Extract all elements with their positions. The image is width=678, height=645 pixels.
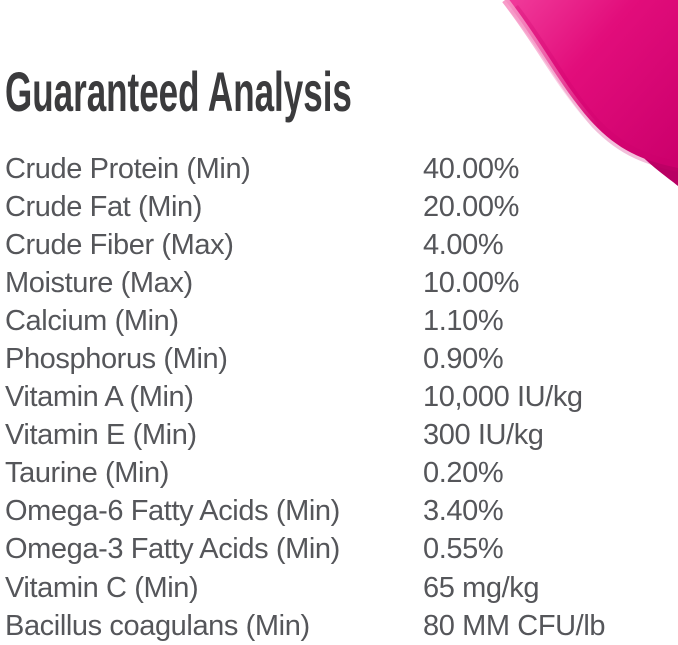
nutrient-label: Phosphorus (Min) bbox=[5, 343, 228, 376]
nutrient-value: 0.20% bbox=[423, 457, 504, 490]
nutrient-value: 3.40% bbox=[423, 495, 504, 528]
nutrient-label: Crude Fat (Min) bbox=[5, 190, 203, 223]
table-row: Taurine (Min) 0.20% bbox=[5, 455, 673, 493]
table-row: Calcium (Min) 1.10% bbox=[5, 302, 673, 340]
nutrient-label: Moisture (Max) bbox=[5, 266, 193, 299]
nutrient-value: 65 mg/kg bbox=[423, 571, 540, 604]
nutrient-value: 4.00% bbox=[423, 228, 504, 261]
nutrient-label: Taurine (Min) bbox=[5, 457, 170, 490]
table-row: Crude Fat (Min) 20.00% bbox=[5, 188, 673, 226]
nutrient-label: Vitamin A (Min) bbox=[5, 381, 194, 414]
table-row: Vitamin E (Min) 300 IU/kg bbox=[5, 417, 673, 455]
nutrient-value: 40.00% bbox=[423, 152, 519, 185]
table-row: Omega-6 Fatty Acids (Min) 3.40% bbox=[5, 493, 673, 531]
table-row: Crude Protein (Min) 40.00% bbox=[5, 150, 673, 188]
nutrient-value: 1.10% bbox=[423, 304, 504, 337]
nutrient-value: 20.00% bbox=[423, 190, 519, 223]
table-row: Crude Fiber (Max) 4.00% bbox=[5, 226, 673, 264]
swoosh-main-layer bbox=[505, 0, 678, 168]
nutrient-value: 0.55% bbox=[423, 533, 504, 566]
table-row: Bacillus coagulans (Min) 80 MM CFU/lb bbox=[5, 607, 673, 645]
nutrient-label: Crude Protein (Min) bbox=[5, 152, 251, 185]
swoosh-inner-shade bbox=[510, 4, 678, 172]
nutrient-value: 10,000 IU/kg bbox=[423, 381, 583, 414]
table-row: Vitamin C (Min) 65 mg/kg bbox=[5, 569, 673, 607]
nutrient-value: 0.90% bbox=[423, 343, 504, 376]
nutrient-value: 10.00% bbox=[423, 266, 519, 299]
analysis-table: Crude Protein (Min) 40.00% Crude Fat (Min)… bbox=[5, 150, 673, 645]
nutrient-label: Crude Fiber (Max) bbox=[5, 228, 234, 261]
nutrient-value: 300 IU/kg bbox=[423, 419, 544, 452]
nutrient-label: Vitamin E (Min) bbox=[5, 419, 197, 452]
nutrient-label: Bacillus coagulans (Min) bbox=[5, 609, 310, 642]
nutrient-label: Omega-3 Fatty Acids (Min) bbox=[5, 533, 340, 566]
table-row: Omega-3 Fatty Acids (Min) 0.55% bbox=[5, 531, 673, 569]
table-row: Phosphorus (Min) 0.90% bbox=[5, 340, 673, 378]
swoosh-edge-highlight bbox=[502, 0, 678, 172]
nutrient-label: Omega-6 Fatty Acids (Min) bbox=[5, 495, 340, 528]
page-title: Guaranteed Analysis bbox=[5, 60, 352, 123]
nutrient-label: Vitamin C (Min) bbox=[5, 571, 199, 604]
table-row: Moisture (Max) 10.00% bbox=[5, 264, 673, 302]
nutrient-label: Calcium (Min) bbox=[5, 304, 179, 337]
table-row: Vitamin A (Min) 10,000 IU/kg bbox=[5, 379, 673, 417]
nutrient-value: 80 MM CFU/lb bbox=[423, 609, 606, 642]
